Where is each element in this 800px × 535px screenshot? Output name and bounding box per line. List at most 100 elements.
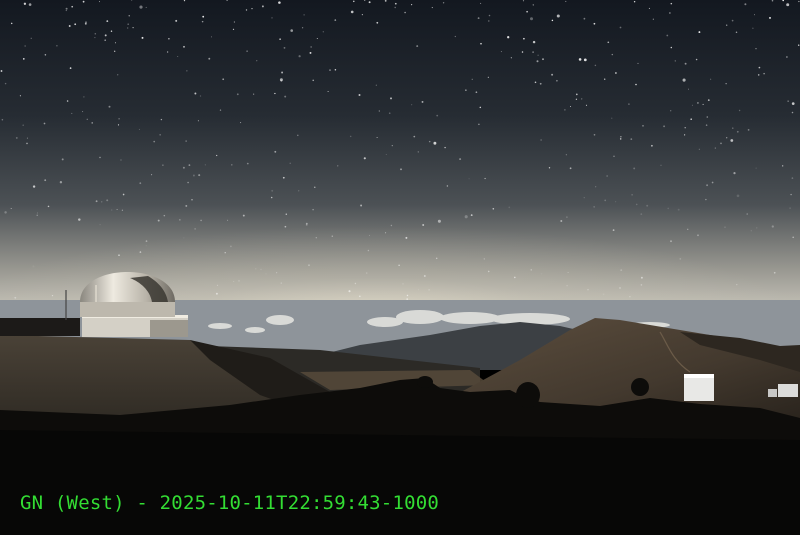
star — [74, 23, 77, 26]
star — [132, 26, 134, 29]
star — [684, 134, 686, 136]
star — [19, 95, 21, 97]
star — [791, 111, 794, 114]
star — [423, 275, 426, 277]
star — [705, 198, 707, 201]
star — [433, 141, 437, 145]
star — [211, 36, 212, 38]
star — [122, 193, 125, 196]
star — [583, 17, 586, 20]
star — [308, 264, 310, 267]
star — [444, 146, 446, 149]
star — [208, 57, 211, 60]
star — [101, 201, 103, 203]
star — [271, 189, 274, 192]
star — [539, 82, 542, 85]
star — [542, 58, 544, 61]
star — [118, 254, 120, 256]
star — [182, 166, 185, 169]
star — [23, 2, 27, 5]
star — [670, 2, 673, 5]
star — [44, 54, 47, 56]
star — [702, 103, 704, 105]
star — [730, 139, 734, 142]
white-hut-icon — [684, 374, 798, 401]
star — [532, 51, 534, 53]
star — [484, 177, 486, 180]
star — [488, 14, 491, 17]
star — [398, 264, 400, 267]
star — [735, 31, 738, 33]
star — [162, 164, 164, 166]
star — [139, 5, 143, 9]
star — [406, 298, 409, 300]
star — [619, 26, 622, 29]
star — [679, 258, 682, 260]
star — [628, 103, 630, 105]
star — [285, 213, 288, 215]
star — [298, 55, 301, 58]
star — [736, 194, 740, 198]
star — [529, 17, 534, 21]
star — [336, 165, 339, 167]
star — [797, 44, 800, 46]
star — [219, 109, 222, 111]
star — [585, 104, 588, 106]
star — [786, 3, 790, 7]
star — [669, 12, 671, 14]
star — [635, 83, 637, 86]
star — [215, 292, 218, 295]
star — [378, 110, 380, 112]
star — [163, 214, 166, 217]
star — [782, 0, 785, 2]
star — [575, 93, 578, 96]
star — [30, 37, 32, 39]
star — [232, 28, 235, 31]
star — [790, 193, 792, 196]
star — [116, 208, 118, 211]
star — [153, 140, 156, 143]
star — [274, 92, 276, 95]
star — [104, 34, 107, 37]
star — [411, 104, 413, 106]
star — [253, 93, 255, 95]
star — [312, 79, 314, 82]
star — [131, 0, 133, 1]
star — [43, 122, 46, 125]
star — [660, 164, 662, 166]
star — [256, 60, 258, 62]
star — [771, 225, 774, 228]
star — [334, 68, 337, 71]
star — [464, 215, 468, 219]
star — [695, 58, 698, 61]
lit-plain — [300, 370, 490, 390]
star — [750, 230, 752, 232]
star — [0, 70, 3, 72]
star — [183, 237, 185, 239]
star — [477, 17, 480, 20]
star — [91, 122, 93, 124]
cone-road — [659, 331, 691, 373]
star — [413, 135, 416, 138]
star — [151, 174, 153, 176]
star — [791, 177, 794, 179]
star — [569, 105, 572, 108]
star — [587, 289, 589, 291]
star — [236, 93, 239, 96]
star — [168, 37, 170, 40]
star — [106, 20, 109, 22]
star — [428, 140, 431, 143]
star — [226, 0, 228, 1]
foreground-shadow — [0, 430, 800, 535]
star — [670, 240, 672, 243]
star — [480, 2, 482, 4]
star — [771, 0, 774, 2]
star — [303, 14, 305, 16]
star — [139, 182, 142, 185]
star — [349, 135, 352, 138]
star — [521, 51, 524, 53]
star — [480, 42, 482, 45]
star — [755, 48, 757, 50]
star — [442, 2, 445, 4]
